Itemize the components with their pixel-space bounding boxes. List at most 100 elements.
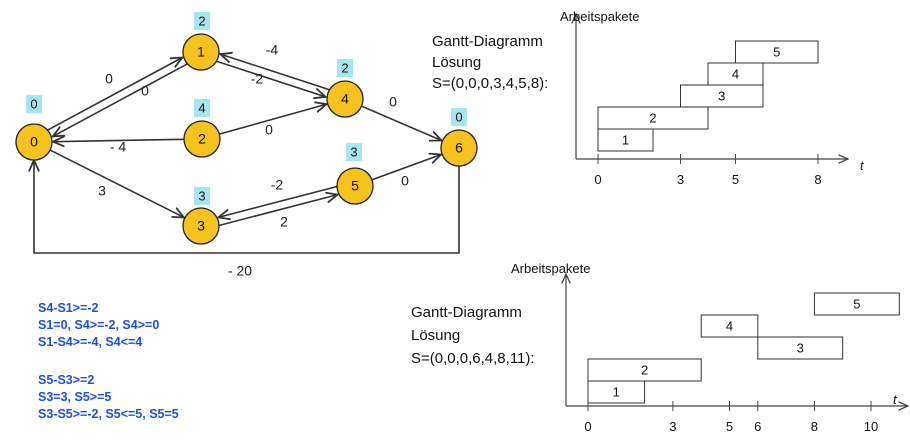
node-label: 2 [198,131,206,147]
gantt-bar-2 [597,106,709,130]
edge-1-to-0 [53,63,188,136]
node-4 [326,80,364,118]
edge-weight-label: -2 [271,177,284,193]
node-tag-label: 3 [198,188,205,203]
gantt-bar-5 [735,40,819,64]
node-tag-label: 4 [198,100,205,115]
gantt-bar-label: 5 [853,296,860,311]
node-0 [15,123,53,161]
gantt-bottom-heading-line: S=(0,0,0,6,4,8,11): [411,350,535,367]
edge-6-to-0 [34,160,460,254]
gantt-bar-label: 4 [732,66,739,81]
gantt-bottom-heading-line: Lösung [411,327,461,344]
node-label: 1 [197,44,205,60]
gantt-bottom-heading-line: Gantt-Diagramm [411,304,522,321]
gantt-top-heading-line: S=(0,0,0,3,4,5,8): [432,75,549,92]
edge-weight-label: 2 [280,214,288,230]
gantt-bar-label: 3 [797,340,804,355]
edge-weight-label: -2 [251,71,264,87]
edge-2-to-4 [219,104,326,135]
node-label: 5 [351,178,359,194]
edge-1-to-4 [216,60,326,97]
tick-label: 3 [669,419,676,434]
node-tag-box [346,143,362,161]
gantt-bar-label: 3 [718,88,725,103]
gantt-bar-3 [757,336,844,360]
node-tag-label: 0 [30,96,37,111]
gantt-top-heading-line: Gantt-Diagramm [432,33,543,50]
edge-0-to-3 [49,149,184,217]
node-label: 0 [30,134,38,150]
tick-label: 5 [732,172,739,187]
tick-label: 10 [864,419,878,434]
node-tag-box [194,12,210,30]
tick-label: 8 [811,419,818,434]
x-axis-label: t [860,158,865,173]
node-label: 4 [341,91,349,107]
node-5 [336,167,374,205]
node-tag-label: 2 [198,13,205,28]
edge-weight-label: 0 [105,71,113,87]
gantt-bar-5 [813,292,900,316]
edge-3-to-5 [219,195,337,227]
gantt-bar-label: 4 [726,318,733,333]
x-axis-label: t [893,392,898,407]
node-1 [182,33,220,71]
y-axis-label: Arbeitspakete [511,261,591,276]
constraint-line: S4-S1>=-2 [38,301,99,315]
constraint-line: S5-S3>=2 [38,373,95,387]
gantt-top-heading-line: Lösung [432,54,482,71]
node-tag-box [194,99,210,117]
edge-5-to-6 [371,155,441,181]
node-tag-label: 2 [341,60,348,75]
tick-label: 0 [584,419,591,434]
constraints-group-1: S4-S1>=-2 S1=0, S4>=-2, S4>=0 S1-S4>=-4,… [38,300,159,351]
tick-label: 5 [726,419,733,434]
gantt-bar-label: 1 [613,384,620,399]
edge-weight-label: 0 [401,173,409,189]
edge-weight-label: - 4 [110,139,127,155]
gantt-bar-label: 2 [649,110,656,125]
edge-weight-label: 0 [265,122,273,138]
constraints-group-2: S5-S3>=2 S3=3, S5>=5 S3-S5>=-2, S5<=5, S… [38,372,179,423]
gantt-top-heading: Gantt-Diagramm Lösung S=(0,0,0,3,4,5,8): [432,31,548,94]
node-tag-box [337,59,353,77]
edge-5-to-3 [218,185,337,218]
node-2 [183,120,221,158]
node-tag-box [26,95,42,113]
edge-weight-label: -4 [266,42,279,58]
edge-4-to-1 [220,54,330,91]
gantt-bar-label: 2 [641,362,648,377]
constraint-line: S1=0, S4>=-2, S4>=0 [38,318,160,332]
node-tag-label: 0 [455,109,462,124]
tick-label: 0 [594,172,601,187]
constraint-line: S3-S5>=-2, S5<=5, S5=5 [38,407,179,421]
tick-label: 3 [677,172,684,187]
edge-weight-label: - 20 [228,263,252,279]
node-label: 6 [455,140,463,156]
gantt-bottom-heading: Gantt-Diagramm Lösung S=(0,0,0,6,4,8,11)… [411,301,535,370]
edge-0-to-1 [47,57,182,131]
node-tag-label: 3 [350,144,357,159]
constraint-line: S1-S4>=-4, S4<=4 [38,335,143,349]
edge-2-to-0 [53,139,185,141]
y-axis-label: Arbeitspakete [560,9,640,24]
constraint-line: S3=3, S5>=5 [38,390,112,404]
node-label: 3 [197,218,205,234]
edge-weight-label: 3 [98,183,106,199]
gantt-bar-4 [700,314,759,338]
node-3 [182,207,220,245]
gantt-bar-label: 5 [773,44,780,59]
node-tag-box [194,187,210,205]
edge-4-to-6 [361,105,442,140]
node-tag-box [451,108,467,126]
edge-weight-label: 0 [389,94,397,110]
tick-label: 6 [754,419,761,434]
gantt-bar-label: 1 [622,132,629,147]
gantt-bar-2 [587,358,702,382]
